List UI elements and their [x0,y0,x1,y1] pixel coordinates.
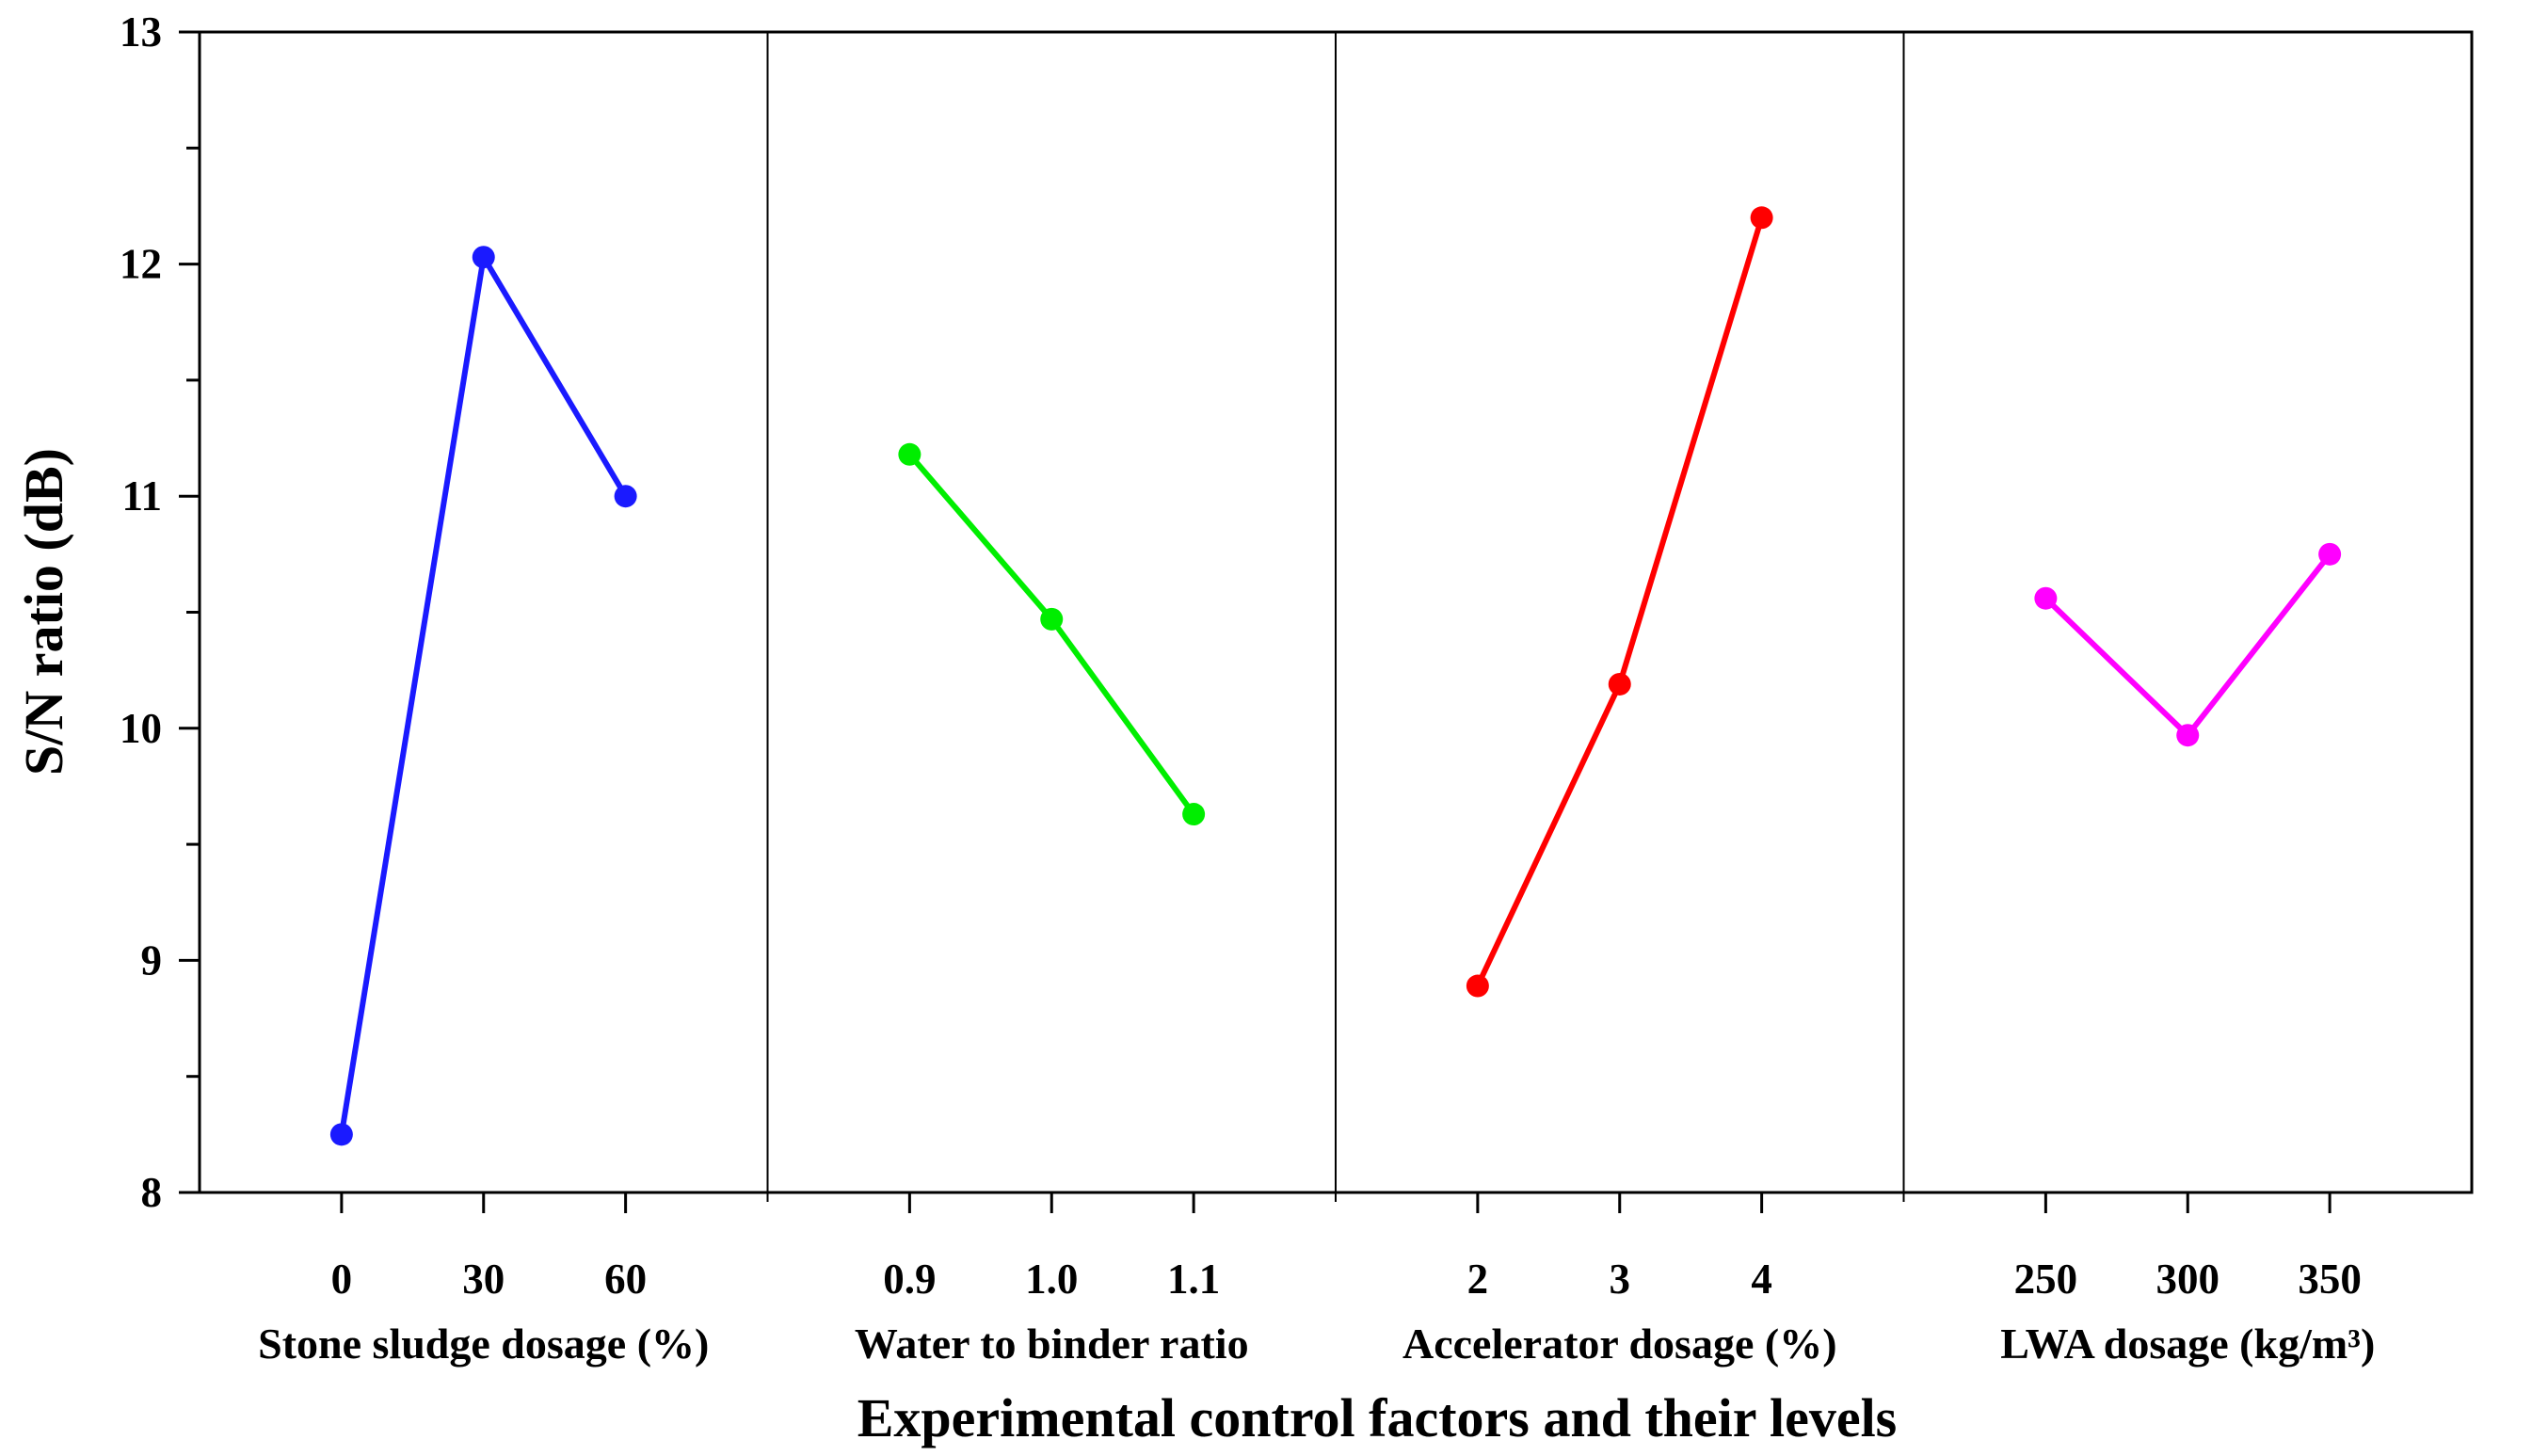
x-level-label-3-1: 300 [2156,1256,2220,1303]
x-level-label-3-2: 350 [2298,1256,2362,1303]
factor-label-0: Stone sludge dosage (%) [258,1320,709,1368]
series-0 [329,246,637,1146]
data-point-1-1 [1040,607,1064,631]
data-point-2-1 [1608,672,1631,696]
y-tick-label-2: 10 [120,705,162,752]
data-point-3-1 [2176,724,2200,747]
data-point-0-2 [614,485,637,508]
data-point-2-0 [1466,974,1489,998]
factor-label-3: LWA dosage (kg/m³) [2000,1320,2375,1368]
data-point-3-0 [2034,586,2058,610]
y-tick-label-3: 11 [121,472,162,520]
x-axis: 0 30 60 Stone sludge dosage (%) 0.9 1.0 1.1 Wat… [258,1192,2375,1368]
panel-dividers [766,32,1905,1202]
y-tick-label-5: 13 [120,8,162,56]
x-level-label-0-1: 30 [462,1256,505,1303]
x-level-label-2-1: 3 [1610,1256,1631,1303]
y-axis: 8 9 10 11 12 13 [120,8,200,1216]
x-level-label-2-0: 2 [1467,1256,1489,1303]
series-3 [2034,542,2342,747]
factor-label-2: Accelerator dosage (%) [1402,1320,1837,1368]
x-level-label-1-1: 1.0 [1025,1256,1078,1303]
data-point-0-0 [329,1123,353,1146]
y-tick-label-1: 9 [141,936,163,984]
data-point-3-2 [2318,542,2342,566]
series-2 [1466,206,1773,998]
x-level-label-0-2: 60 [604,1256,647,1303]
data-point-1-2 [1182,803,1206,826]
series-line-1 [907,452,1196,816]
y-tick-label-4: 12 [120,241,162,288]
series-line-0 [338,254,629,1135]
series-group [329,206,2342,1146]
x-axis-title: Experimental control factors and their l… [857,1387,1898,1448]
data-point-1-0 [898,442,921,466]
x-level-label-0-0: 0 [331,1256,353,1303]
y-axis-title: S/N ratio (dB) [13,448,74,776]
series-line-2 [1475,216,1765,987]
x-level-label-1-0: 0.9 [883,1256,936,1303]
data-point-2-2 [1750,206,1773,230]
series-1 [898,442,1206,826]
x-level-label-2-2: 4 [1751,1256,1772,1303]
x-level-label-1-2: 1.1 [1167,1256,1220,1303]
factor-label-1: Water to binder ratio [855,1320,1249,1368]
x-level-label-3-0: 250 [2014,1256,2078,1303]
series-line-3 [2043,552,2332,739]
data-point-0-1 [472,246,495,269]
y-tick-label-0: 8 [141,1169,163,1216]
